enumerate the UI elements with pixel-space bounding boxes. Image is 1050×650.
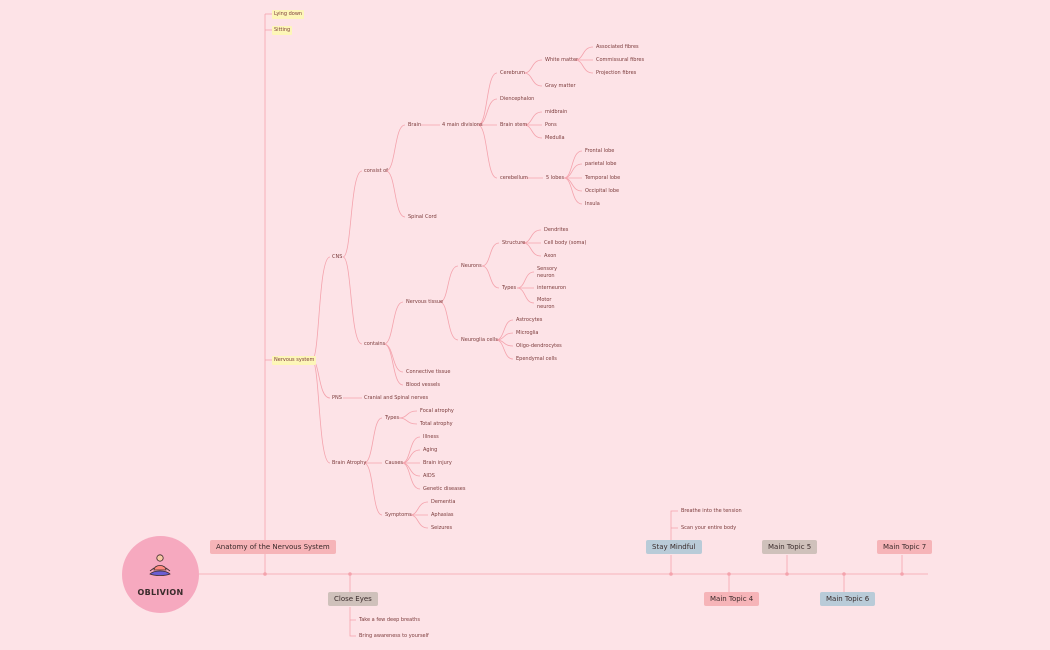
main-topic-anatomy[interactable]: Anatomy of the Nervous System: [210, 540, 336, 554]
node-midbrain[interactable]: midbrain: [545, 109, 568, 115]
main-topic-5[interactable]: Main Topic 5: [762, 540, 818, 554]
node-brain-injury[interactable]: Brain injury: [423, 460, 452, 466]
node-brain-atrophy[interactable]: Brain Atrophy: [332, 460, 367, 466]
node-astrocytes[interactable]: Astrocytes: [516, 317, 543, 323]
node-lying-down[interactable]: Lying down: [272, 10, 305, 19]
node-interneuron[interactable]: interneuron: [537, 285, 567, 291]
node-motor-neuron[interactable]: Motor neuron: [537, 297, 555, 310]
node-insula[interactable]: Insula: [585, 201, 600, 207]
node-cell-body[interactable]: Cell body (soma): [544, 240, 587, 246]
main-topic-7[interactable]: Main Topic 7: [877, 540, 933, 554]
central-topic-label: OBLIVION: [137, 588, 184, 597]
node-commissural-fibres[interactable]: Commissural fibres: [596, 57, 645, 63]
node-neurons[interactable]: Neurons: [461, 263, 482, 269]
node-projection-fibres[interactable]: Projection fibres: [596, 70, 637, 76]
main-topic-6[interactable]: Main Topic 6: [820, 592, 876, 606]
node-aging[interactable]: Aging: [423, 447, 438, 453]
node-blood-vessels[interactable]: Blood vessels: [406, 382, 441, 388]
node-spinal-cord[interactable]: Spinal Cord: [408, 214, 437, 220]
node-structure[interactable]: Structure: [502, 240, 526, 246]
node-nervous-tissue[interactable]: Nervous tissue: [406, 299, 444, 305]
node-diencephalon[interactable]: Diencephalon: [500, 96, 535, 102]
node-temporal-lobe[interactable]: Temporal lobe: [585, 175, 621, 181]
node-five-lobes[interactable]: 5 lobes: [546, 175, 565, 181]
meditating-person-icon: [149, 554, 171, 576]
node-pns[interactable]: PNS: [332, 395, 342, 401]
node-associated-fibres[interactable]: Associated fibres: [596, 44, 639, 50]
node-main-divisions[interactable]: 4 main divisions: [442, 122, 483, 128]
node-aids[interactable]: AIDS: [423, 473, 435, 479]
node-occipital-lobe[interactable]: Occipital lobe: [585, 188, 620, 194]
node-dementia[interactable]: Dementia: [431, 499, 456, 505]
node-consist-of[interactable]: consist of: [364, 168, 388, 174]
node-total-atrophy[interactable]: Total atrophy: [420, 421, 453, 427]
node-aphasias[interactable]: Aphasias: [431, 512, 454, 518]
node-connective-tissue[interactable]: Connective tissue: [406, 369, 451, 375]
node-neuron-types[interactable]: Types: [502, 285, 517, 291]
node-dendrites[interactable]: Dendrites: [544, 227, 569, 233]
node-illness[interactable]: Illness: [423, 434, 439, 440]
node-symptoms[interactable]: Symptoms: [385, 512, 412, 518]
node-sensory-neuron[interactable]: Sensory neuron: [537, 266, 558, 279]
node-ependymal-cells[interactable]: Ependymal cells: [516, 356, 557, 362]
node-neuroglia-cells[interactable]: Neuroglia cells: [461, 337, 498, 343]
node-sitting[interactable]: Sitting: [272, 26, 293, 35]
main-topic-4[interactable]: Main Topic 4: [704, 592, 760, 606]
node-brain-stem[interactable]: Brain stem: [500, 122, 528, 128]
node-medulla[interactable]: Medulla: [545, 135, 565, 141]
node-breathe-tension[interactable]: Breathe into the tension: [681, 508, 742, 514]
node-seizures[interactable]: Seizures: [431, 525, 453, 531]
node-gray-matter[interactable]: Gray matter: [545, 83, 576, 89]
node-axon[interactable]: Axon: [544, 253, 557, 259]
node-frontal-lobe[interactable]: Frontal lobe: [585, 148, 615, 154]
node-genetic-diseases[interactable]: Genetic diseases: [423, 486, 466, 492]
node-causes[interactable]: Causes: [385, 460, 404, 466]
node-atrophy-types[interactable]: Types: [385, 415, 400, 421]
node-white-matter[interactable]: White matter: [545, 57, 579, 63]
node-focal-atrophy[interactable]: Focal atrophy: [420, 408, 454, 414]
node-oligodendrocytes[interactable]: Oligo-dendrocytes: [516, 343, 562, 349]
node-bring-awareness[interactable]: Bring awareness to yourself: [359, 633, 429, 639]
node-brain[interactable]: Brain: [408, 122, 422, 128]
main-topic-close-eyes[interactable]: Close Eyes: [328, 592, 378, 606]
node-microglia[interactable]: Microglia: [516, 330, 539, 336]
node-parietal-lobe[interactable]: parietal lobe: [585, 161, 617, 167]
node-cranial-spinal-nerves[interactable]: Cranial and Spinal nerves: [364, 395, 429, 401]
node-cerebrum[interactable]: Cerebrum: [500, 70, 525, 76]
node-scan-body[interactable]: Scan your entire body: [681, 525, 737, 531]
node-deep-breaths[interactable]: Take a few deep breaths: [359, 617, 420, 623]
node-contains[interactable]: contains: [364, 341, 386, 347]
node-nervous-system[interactable]: Nervous system: [272, 356, 317, 365]
main-topic-stay-mindful[interactable]: Stay Mindful: [646, 540, 702, 554]
node-pons[interactable]: Pons: [545, 122, 557, 128]
node-cerebellum[interactable]: cerebellum: [500, 175, 528, 181]
node-cns[interactable]: CNS: [332, 254, 343, 260]
